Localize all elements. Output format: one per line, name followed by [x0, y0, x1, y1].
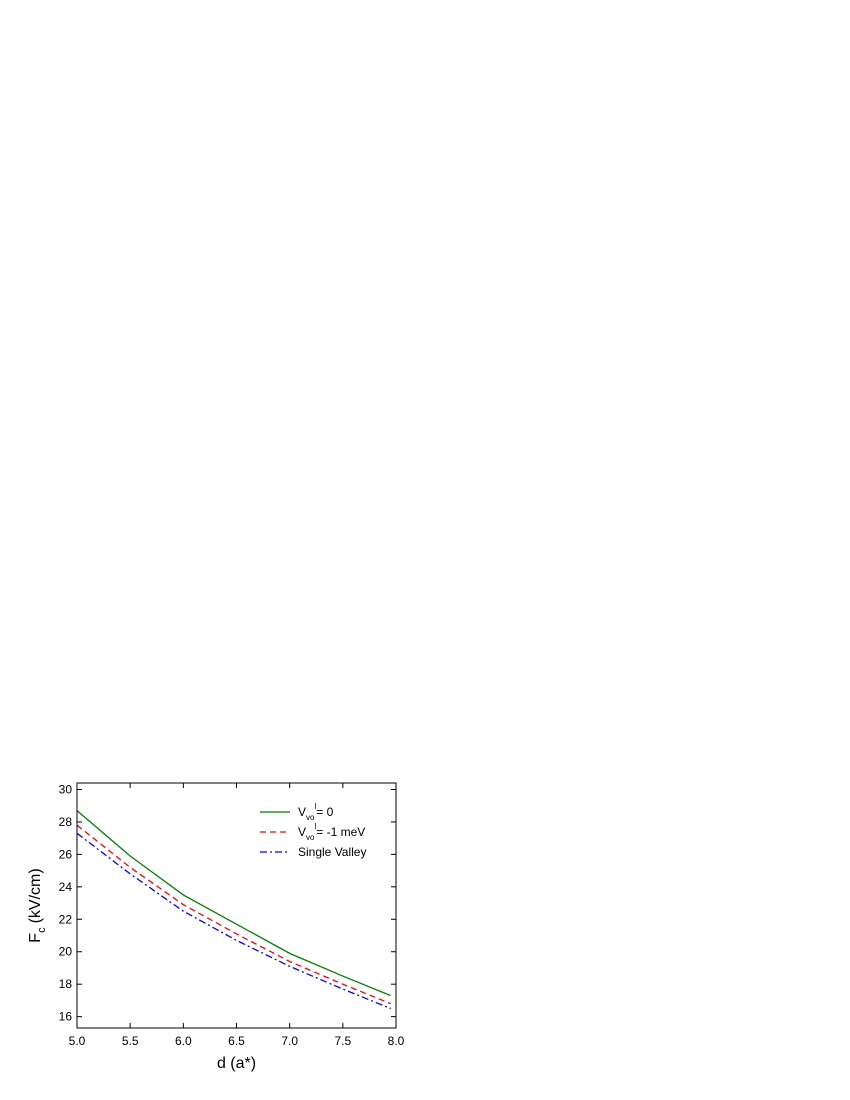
y-axis-label: Fc (kV/cm) [27, 868, 48, 942]
y-axis-label-main: F [27, 933, 44, 943]
x-tick-label: 5.0 [69, 1034, 86, 1048]
y-tick-label: 16 [59, 1010, 73, 1024]
y-tick-label: 26 [59, 847, 73, 861]
x-tick-label: 5.5 [122, 1034, 139, 1048]
x-tick-label: 7.5 [334, 1034, 351, 1048]
series-line [76, 824, 391, 1005]
y-tick-label: 28 [59, 815, 73, 829]
legend-suffix: = -1 meV [316, 825, 365, 839]
plot-frame [76, 782, 397, 1029]
series-line [76, 810, 391, 997]
legend-name: V [298, 825, 306, 839]
legend-label: Vvo l= 0 [298, 802, 334, 822]
legend-label: Vvo l= -1 meV [298, 822, 365, 842]
x-tick-label: 7.0 [281, 1034, 298, 1048]
legend-suffix: = 0 [316, 805, 333, 819]
legend-label: Single Valley [298, 845, 366, 859]
x-tick-label: 6.0 [175, 1034, 192, 1048]
series-line [76, 832, 391, 1010]
legend-name: Single Valley [298, 845, 366, 859]
legend-name: V [298, 805, 306, 819]
legend-subscript: vo [306, 833, 315, 842]
y-tick-label: 22 [59, 912, 73, 926]
x-tick-label: 6.5 [228, 1034, 245, 1048]
y-tick-label: 20 [59, 945, 73, 959]
x-tick-label: 8.0 [388, 1034, 405, 1048]
y-axis-label-suffix: (kV/cm) [27, 868, 44, 923]
x-axis-label: d (a*) [217, 1055, 256, 1072]
y-axis-label-subscript: c [36, 927, 48, 933]
legend-subscript: vo [306, 813, 315, 822]
y-tick-label: 24 [59, 880, 73, 894]
y-tick-label: 18 [59, 977, 73, 991]
legend-superscript: l [314, 822, 316, 831]
y-tick-label: 30 [59, 782, 73, 796]
legend-superscript: l [314, 802, 316, 811]
